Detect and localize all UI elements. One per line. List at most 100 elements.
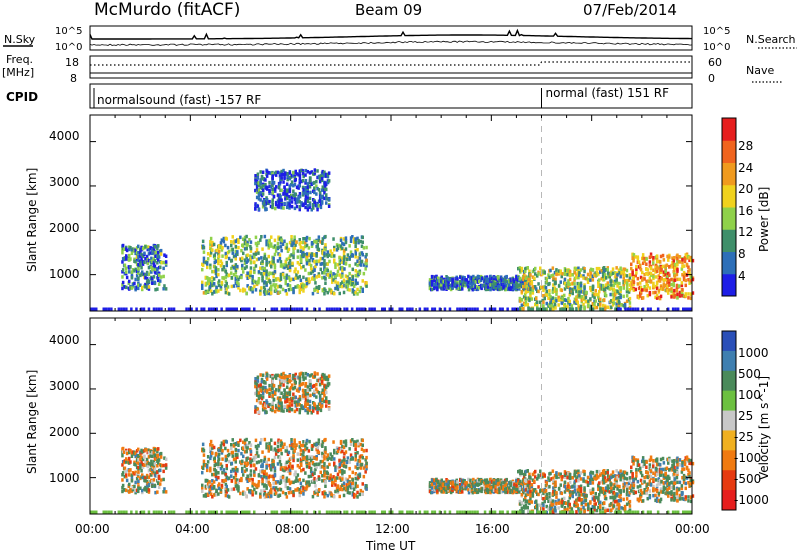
power-cell xyxy=(202,307,206,312)
power-cell xyxy=(655,269,659,274)
power-cell xyxy=(134,285,137,290)
velocity-cell xyxy=(334,477,337,482)
power-cell xyxy=(668,273,671,277)
power-cell xyxy=(344,247,348,251)
velocity-cell xyxy=(206,460,210,464)
power-cell xyxy=(206,281,209,286)
power-cell xyxy=(242,270,245,274)
velocity-cell xyxy=(164,463,168,467)
power-cell xyxy=(212,282,216,286)
power-cell xyxy=(234,281,238,285)
power-cell xyxy=(285,191,289,195)
power-cell xyxy=(618,281,621,286)
power-cell xyxy=(474,285,478,290)
power-cell xyxy=(343,267,346,271)
velocity-cell xyxy=(344,450,348,454)
power-cell xyxy=(280,169,283,174)
power-cell xyxy=(137,251,140,255)
power-cell xyxy=(597,284,600,288)
power-cell xyxy=(608,287,611,291)
power-cell xyxy=(305,238,308,243)
power-cell xyxy=(144,276,147,280)
power-cell xyxy=(573,297,577,301)
power-cell xyxy=(240,273,243,278)
velocity-cell xyxy=(349,482,353,487)
power-cell xyxy=(603,306,607,310)
power-cell xyxy=(593,305,596,309)
power-cell xyxy=(436,286,439,290)
power-cell xyxy=(234,244,238,249)
power-cell xyxy=(226,245,230,250)
velocity-cell xyxy=(141,457,145,462)
power-cell xyxy=(619,274,622,279)
power-cell xyxy=(542,269,545,273)
velocity-cell xyxy=(123,466,127,470)
power-cell xyxy=(488,307,492,312)
power-cell xyxy=(134,267,137,272)
power-cell xyxy=(323,185,327,189)
velocity-cell xyxy=(339,485,343,489)
velocity-cell xyxy=(254,391,257,396)
power-cell xyxy=(217,249,221,254)
power-cell xyxy=(225,260,228,265)
power-cell xyxy=(520,278,523,283)
velocity-cell xyxy=(267,457,270,462)
power-cell xyxy=(520,297,524,302)
velocity-cell xyxy=(348,491,351,495)
velocity-cell xyxy=(270,445,273,449)
power-cell xyxy=(147,287,151,291)
power-cell xyxy=(550,301,553,305)
velocity-cell xyxy=(273,455,277,460)
power-cell xyxy=(623,273,627,277)
velocity-cell xyxy=(270,464,273,468)
power-cell xyxy=(259,180,262,184)
power-cell xyxy=(292,241,295,245)
power-cell xyxy=(506,307,509,312)
power-cell xyxy=(639,294,642,298)
velocity-cell xyxy=(321,491,325,496)
velocity-cell xyxy=(294,470,297,474)
power-cell xyxy=(418,307,422,312)
power-cell xyxy=(548,281,551,286)
velocity-cell xyxy=(140,475,143,479)
velocity-cell xyxy=(248,441,251,445)
power-cell xyxy=(316,243,319,247)
power-cell xyxy=(504,280,507,284)
power-cell xyxy=(285,292,289,296)
power-cell xyxy=(140,257,143,261)
power-cell xyxy=(324,277,327,281)
velocity-cell xyxy=(343,470,346,474)
power-cell xyxy=(292,277,295,282)
velocity-cell xyxy=(336,488,340,493)
power-cell xyxy=(567,284,570,288)
velocity-cell xyxy=(153,483,157,488)
power-cell xyxy=(545,301,548,306)
power-cell xyxy=(237,238,240,242)
velocity-cell xyxy=(149,454,152,458)
power-cell xyxy=(245,255,248,259)
power-cell xyxy=(351,282,354,286)
velocity-cell xyxy=(338,465,341,469)
power-cell xyxy=(316,203,319,207)
power-cell xyxy=(358,307,361,312)
power-cell xyxy=(604,268,608,272)
power-cell xyxy=(211,243,214,247)
power-cell xyxy=(279,245,283,249)
velocity-cell xyxy=(333,451,336,455)
power-cell xyxy=(256,172,260,176)
power-cell xyxy=(339,247,343,251)
power-cell xyxy=(254,241,258,246)
power-cell xyxy=(293,269,296,274)
power-cell xyxy=(160,260,164,265)
power-cell xyxy=(230,243,233,248)
power-cell xyxy=(206,279,210,283)
power-cell xyxy=(471,287,474,292)
power-cell xyxy=(531,307,534,312)
power-cell xyxy=(564,298,568,303)
power-cell xyxy=(260,286,263,290)
power-cell xyxy=(344,262,348,266)
power-cell xyxy=(529,282,532,286)
velocity-cell xyxy=(265,462,268,466)
power-cell xyxy=(364,255,367,259)
power-cell xyxy=(290,287,293,292)
